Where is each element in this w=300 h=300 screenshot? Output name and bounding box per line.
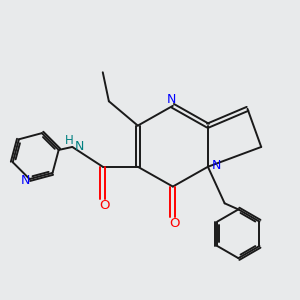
Text: O: O (99, 199, 110, 212)
Text: N: N (20, 174, 30, 187)
Text: N: N (75, 140, 85, 153)
Text: O: O (169, 217, 180, 230)
Text: N: N (212, 159, 221, 172)
Text: N: N (167, 93, 176, 106)
Text: H: H (65, 134, 74, 147)
